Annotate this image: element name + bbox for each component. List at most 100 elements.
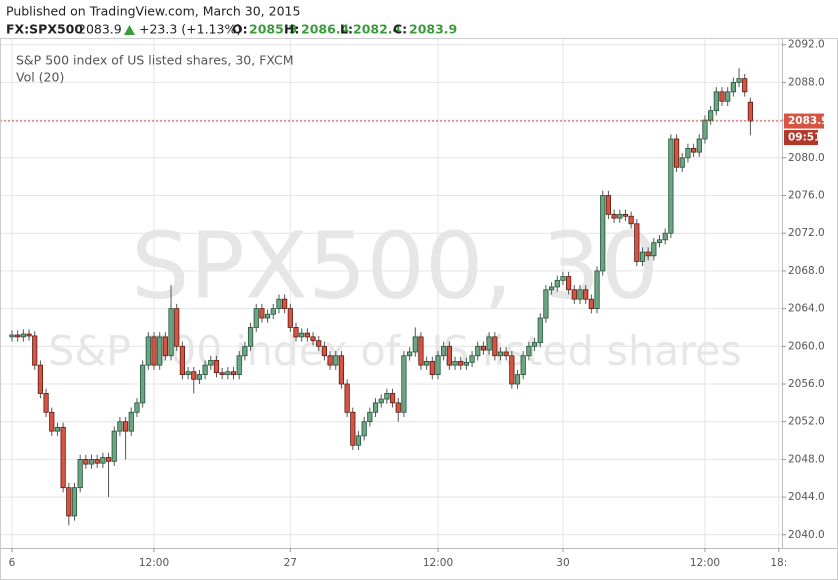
candle-body <box>321 345 328 357</box>
plot <box>0 68 782 526</box>
grid <box>0 38 782 548</box>
countdown-box <box>784 130 818 146</box>
candle-body <box>287 308 293 328</box>
candle-body <box>458 360 464 366</box>
ohlc-value: 2083.9 <box>409 22 457 37</box>
y-tick-label: 2080.0 <box>788 152 825 164</box>
symbol: FX:SPX500 <box>6 22 83 37</box>
candle-body <box>304 332 310 338</box>
candle-body <box>446 345 452 366</box>
candle-body <box>123 421 129 432</box>
candle-body <box>497 351 504 357</box>
candle-body <box>378 398 384 404</box>
candle-body <box>230 371 237 375</box>
candle-body <box>441 345 447 357</box>
candle-body <box>537 317 543 343</box>
candle-body <box>691 147 697 153</box>
candle-body <box>168 308 174 357</box>
candle-body <box>282 298 288 310</box>
candle-body <box>549 286 555 291</box>
candle-body <box>367 411 373 423</box>
candle-body <box>622 213 629 217</box>
y-tick-label: 2068.0 <box>788 265 825 277</box>
candle-body <box>571 289 577 300</box>
ohlc-label: O: <box>232 22 248 37</box>
candle-body <box>94 459 100 464</box>
candle-body <box>9 334 15 338</box>
candle-body <box>117 421 123 432</box>
candle-body <box>162 336 168 357</box>
candle-body <box>185 371 191 375</box>
candle-body <box>247 327 254 347</box>
candle-body <box>270 308 276 315</box>
candle-body <box>145 336 151 366</box>
candle-body <box>531 342 538 347</box>
countdown-label: 09:51 <box>788 132 821 144</box>
legend-title: S&P 500 index of US listed shares, 30, F… <box>16 53 294 68</box>
candle-body <box>253 308 259 328</box>
candle-body <box>673 138 680 168</box>
candle-body <box>140 364 146 404</box>
candle-body <box>486 336 492 351</box>
x-tick-label: 12:00 <box>423 557 453 569</box>
candle-body <box>100 457 106 464</box>
candle-body <box>15 334 21 338</box>
candle-body <box>696 138 702 153</box>
candle-body <box>83 459 89 465</box>
candle-body <box>395 402 401 413</box>
candle-body <box>736 78 742 83</box>
candle-body <box>429 360 435 375</box>
candle-body <box>685 147 691 159</box>
candle-body <box>157 336 163 366</box>
y-tick-label: 2064.0 <box>788 303 825 315</box>
candle-body <box>577 289 583 300</box>
candle-body <box>60 426 66 489</box>
candle-body <box>583 289 589 300</box>
candle-body <box>639 251 646 262</box>
candle-body <box>713 91 719 112</box>
candle-body <box>634 223 640 262</box>
y-tick-label: 2056.0 <box>788 378 825 390</box>
candle-body <box>742 78 748 93</box>
candle-body <box>174 308 180 347</box>
candle-body <box>208 360 214 366</box>
candle-body <box>134 402 140 413</box>
candle-body <box>242 345 248 357</box>
candle-body <box>719 91 725 102</box>
indicator-label: Vol (20) <box>16 70 64 85</box>
candle-body <box>554 279 560 288</box>
candle-body <box>327 355 333 366</box>
candle-body <box>514 374 521 385</box>
candle-body <box>656 239 663 244</box>
candle-body <box>361 421 367 437</box>
candle-body <box>412 336 418 353</box>
candle-body <box>32 335 38 366</box>
candle-body <box>406 351 413 357</box>
candle-body <box>679 157 685 168</box>
candle-body <box>747 101 754 122</box>
ohlc-value: 2085.9 <box>249 22 297 37</box>
watermark: SPX500, 30 <box>131 212 659 319</box>
ohlc-value: 2082.4 <box>353 22 402 37</box>
candle-body <box>151 336 157 366</box>
candle-body <box>202 364 208 375</box>
candle-body <box>276 298 282 310</box>
candle-body <box>191 371 197 380</box>
candle-body <box>509 355 515 385</box>
candle-body <box>43 393 49 413</box>
candle-body <box>196 374 203 380</box>
x-tick-label: 12:00 <box>690 557 720 569</box>
y-tick-label: 2040.0 <box>788 529 825 541</box>
candle-body <box>236 355 242 375</box>
candle-body <box>20 333 26 338</box>
ohlc-value: 2086.4 <box>301 22 350 37</box>
candle-body <box>299 332 305 338</box>
candle-body <box>344 383 350 413</box>
candle-body <box>662 232 668 241</box>
x-tick-label: 18: <box>770 557 787 569</box>
ohlc-label: L: <box>340 22 353 37</box>
candle-body <box>526 345 532 357</box>
candle-body <box>628 215 634 225</box>
candle-body <box>611 213 617 219</box>
candle-body <box>316 340 322 347</box>
